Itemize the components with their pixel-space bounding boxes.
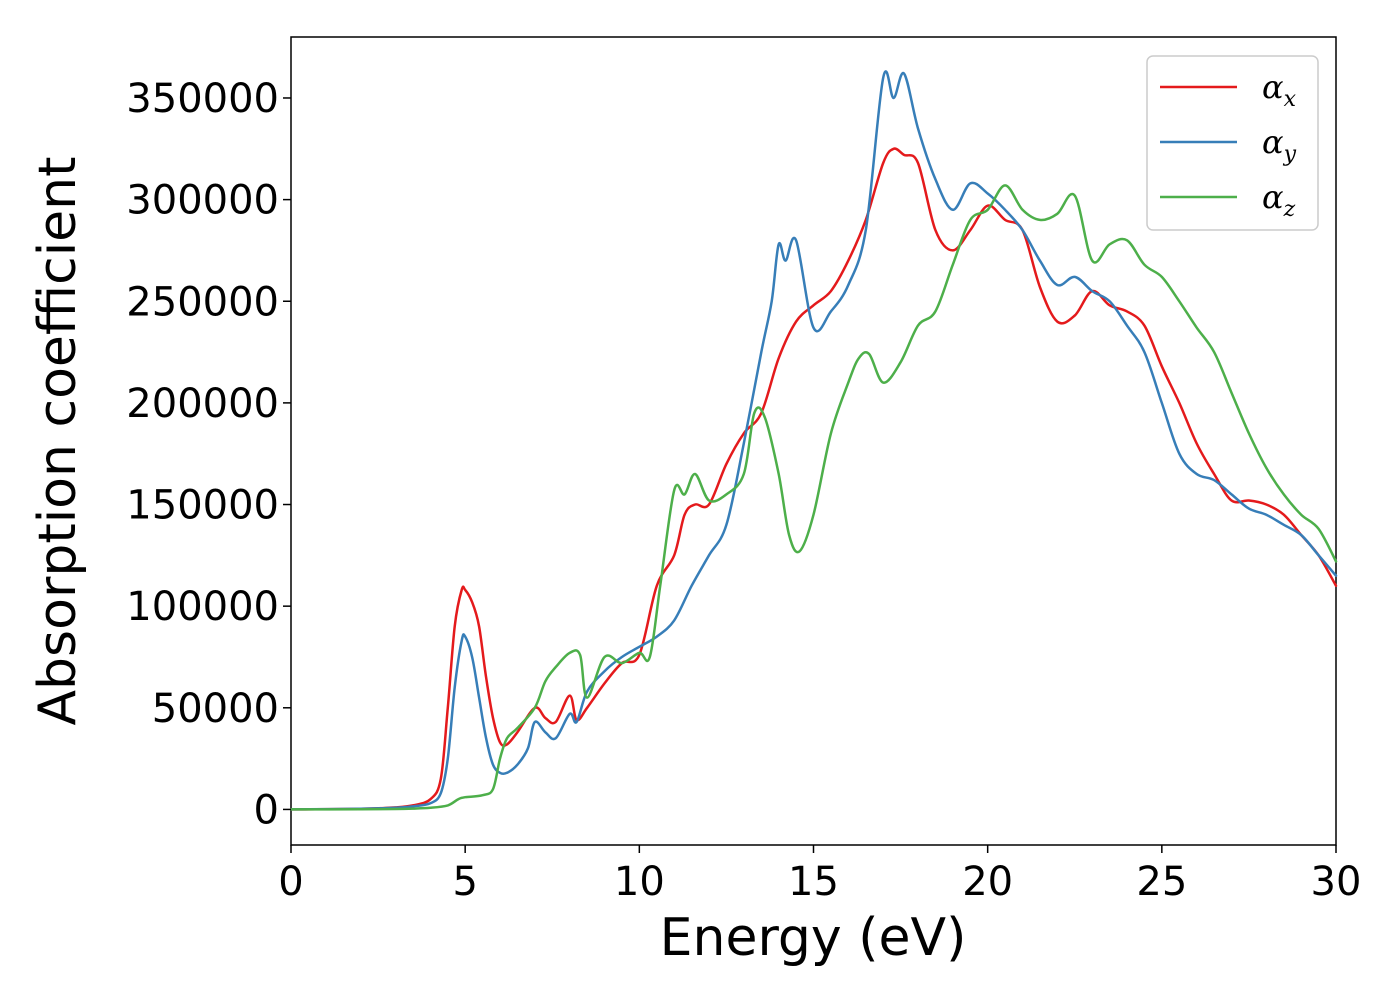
legend-label-z: αz [1262,178,1296,222]
legend-label-main: α [1262,123,1284,161]
x-tick-label: 0 [278,859,303,905]
x-tick-label: 5 [452,859,477,905]
x-axis-ticks: 0 5 10 15 20 25 30 [278,845,1361,905]
y-tick-label: 150000 [126,483,279,529]
y-tick-label: 200000 [126,381,279,427]
y-tick-label: 250000 [126,279,279,325]
y-tick-label: 0 [254,787,279,833]
legend-label-main: α [1262,68,1284,106]
y-tick-label: 50000 [152,686,279,732]
series-layer [289,70,1338,811]
x-tick-label: 10 [614,859,665,905]
series-line-x [289,147,1338,811]
series-line-z [289,184,1338,811]
legend-label-y: αy [1262,123,1297,167]
x-tick-label: 15 [788,859,839,905]
x-tick-label: 25 [1136,859,1187,905]
x-tick-label: 30 [1311,859,1362,905]
x-axis-title: Energy (eV) [660,908,967,968]
legend-label-x: αx [1262,68,1297,112]
legend-label-main: α [1262,178,1284,216]
y-tick-label: 100000 [126,584,279,630]
x-tick-label: 20 [962,859,1013,905]
series-line-y [289,70,1338,811]
legend-label-sub: x [1284,87,1297,112]
legend-label-sub: y [1283,142,1297,167]
y-axis-ticks: 0 50000 100000 150000 200000 250000 300000 3500… [126,76,291,833]
y-axis-title: Absorption coefficient [28,156,88,725]
legend-label-sub: z [1283,197,1296,222]
y-tick-label: 350000 [126,76,279,122]
y-tick-label: 300000 [126,178,279,224]
